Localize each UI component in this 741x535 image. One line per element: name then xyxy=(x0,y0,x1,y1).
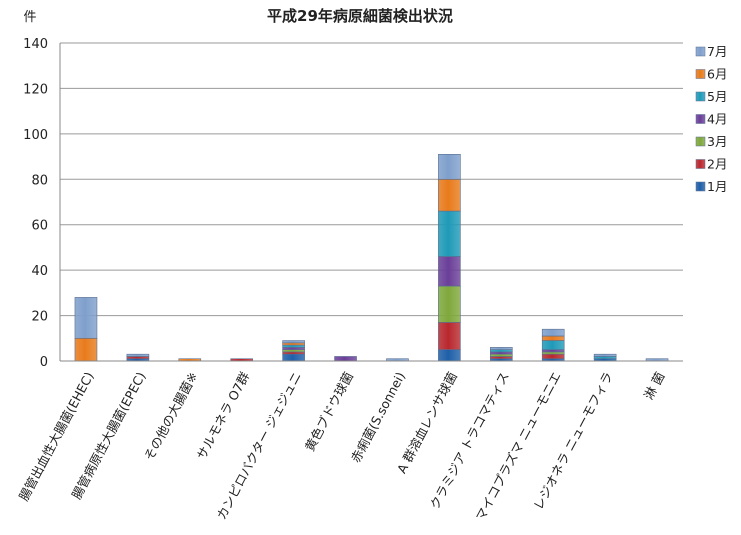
legend-label: 4月 xyxy=(707,112,727,127)
bar-segment xyxy=(593,353,617,357)
y-tick-label: 40 xyxy=(31,264,48,279)
bar-segment xyxy=(438,256,461,287)
bar-segment xyxy=(438,154,461,180)
bar-segment xyxy=(282,349,305,353)
bar-segment xyxy=(282,353,305,362)
legend-label: 1月 xyxy=(707,179,727,194)
legend-swatch xyxy=(695,159,706,169)
legend-label: 2月 xyxy=(707,157,727,172)
y-tick-label: 60 xyxy=(31,219,48,234)
bar-segment xyxy=(541,351,565,355)
legend-label: 6月 xyxy=(707,67,727,82)
bar-segment xyxy=(126,353,150,357)
bar-segment xyxy=(489,351,513,355)
y-tick-label: 140 xyxy=(23,37,48,52)
legend-label: 7月 xyxy=(707,44,727,59)
legend-label: 3月 xyxy=(707,134,727,149)
chart-title: 平成29年病原細菌検出状況 xyxy=(267,7,453,25)
bar-segment xyxy=(438,178,461,212)
bar-segment xyxy=(282,340,305,344)
y-tick-label: 20 xyxy=(31,310,48,325)
bar-segment xyxy=(489,349,513,353)
bar-segment xyxy=(541,353,565,360)
bar-segment xyxy=(438,322,461,350)
legend-swatch xyxy=(695,181,706,192)
bar-segment xyxy=(489,356,513,360)
y-axis-label: 件 xyxy=(23,10,36,25)
bar-segment xyxy=(282,342,305,346)
legend-swatch xyxy=(695,46,706,57)
grid-lines xyxy=(60,42,683,362)
legend-swatch xyxy=(695,136,706,147)
bar-segment xyxy=(74,297,98,339)
bar-segment xyxy=(541,335,565,341)
legend-swatch xyxy=(695,69,706,79)
bar-segment xyxy=(126,356,150,360)
bar-segment xyxy=(541,340,565,350)
y-tick-label: 0 xyxy=(40,355,48,370)
legend-label: 5月 xyxy=(707,89,727,104)
legend: 7月 6月 5月 4月 3月 2月 1月 xyxy=(695,44,727,194)
bar-segment xyxy=(282,351,305,355)
bar-segment xyxy=(282,347,305,350)
bar-segment xyxy=(489,347,513,350)
bars xyxy=(74,154,669,362)
bar-segment xyxy=(438,210,461,257)
bar-segment xyxy=(541,328,565,337)
bar-segment xyxy=(282,344,305,348)
bar-segment xyxy=(593,356,617,360)
bar-segment xyxy=(438,285,461,323)
bar-segment xyxy=(334,356,357,362)
y-tick-label: 100 xyxy=(23,128,48,143)
bar-segment xyxy=(438,349,461,362)
bar-segment xyxy=(74,337,98,362)
bar-segment xyxy=(489,353,513,357)
bar-segment xyxy=(541,349,565,353)
legend-swatch xyxy=(695,91,706,102)
y-tick-label: 120 xyxy=(23,82,48,97)
y-tick-label: 80 xyxy=(31,173,48,188)
legend-swatch xyxy=(695,114,706,124)
